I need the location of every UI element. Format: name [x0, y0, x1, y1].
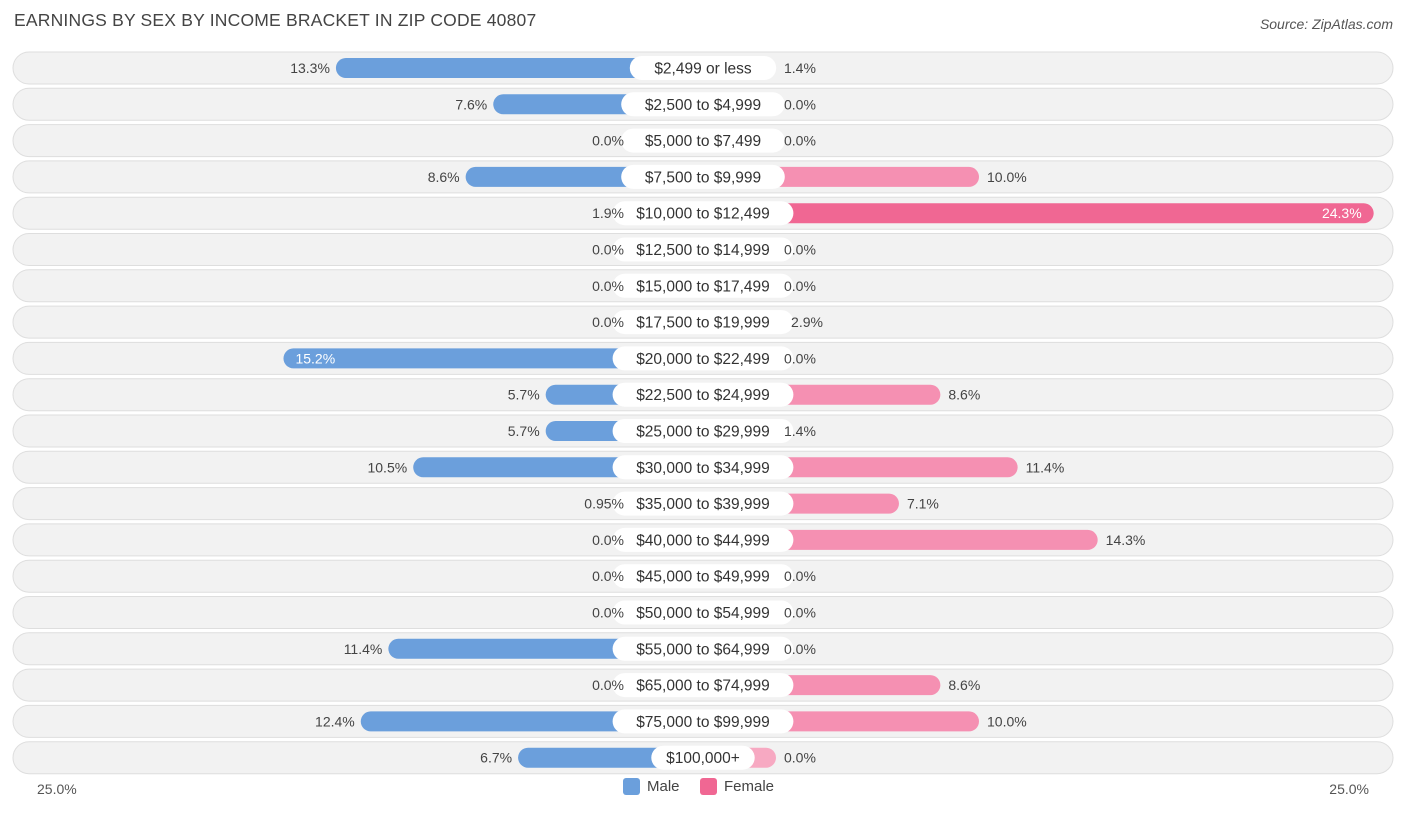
category-pill: [612, 382, 794, 407]
chart-title: EARNINGS BY SEX BY INCOME BRACKET IN ZIP…: [14, 10, 537, 30]
category-pill: [612, 237, 794, 262]
source-note: Source: ZipAtlas.com: [1259, 16, 1393, 32]
category-label: $45,000 to $49,999: [636, 569, 770, 586]
value-label-male: 7.6%: [455, 96, 487, 112]
category-pill: [612, 346, 794, 371]
value-label-female: 7.1%: [907, 496, 939, 512]
category-label: $100,000+: [666, 750, 740, 767]
value-label-male: 0.0%: [592, 242, 624, 258]
category-pill: [621, 92, 785, 117]
value-label-male: 0.95%: [584, 496, 624, 512]
category-pill: [612, 455, 794, 480]
value-label-male: 5.7%: [508, 387, 540, 403]
category-pill: [612, 709, 794, 734]
value-label-female: 0.0%: [784, 568, 816, 584]
value-label-male: 15.2%: [295, 350, 335, 366]
value-label-female: 10.0%: [987, 713, 1027, 729]
value-label-male: 11.4%: [344, 641, 383, 657]
category-pill: [612, 273, 794, 298]
legend-item-male[interactable]: Male: [623, 778, 680, 795]
category-pill: [612, 527, 794, 552]
legend: Male Female: [0, 778, 1406, 800]
value-label-male: 8.6%: [428, 169, 460, 185]
category-label: $15,000 to $17,499: [636, 278, 770, 295]
bar-male: [335, 58, 703, 78]
category-label: $22,500 to $24,999: [636, 387, 770, 404]
category-label: $35,000 to $39,999: [636, 496, 770, 513]
category-pill: [612, 201, 794, 226]
category-label: $10,000 to $12,499: [636, 206, 770, 223]
category-pill: [612, 673, 794, 698]
category-pill: [621, 164, 785, 189]
category-label: $55,000 to $64,999: [636, 641, 770, 658]
value-label-female: 0.0%: [784, 278, 816, 294]
legend-item-female[interactable]: Female: [700, 778, 774, 795]
axis-left-label: 25.0%: [37, 781, 77, 797]
value-label-female: 0.0%: [784, 350, 816, 366]
value-label-female: 0.0%: [784, 605, 816, 621]
value-label-female: 10.0%: [987, 169, 1027, 185]
value-label-female: 0.0%: [784, 750, 816, 766]
bar-female: [703, 529, 1098, 550]
value-label-female: 24.3%: [1322, 205, 1362, 221]
category-label: $30,000 to $34,999: [636, 460, 770, 477]
category-pill: [612, 600, 794, 625]
chart-canvas: $2,499 or less 13.3% 1.4% $2,500 to $4,999 7…: [12, 51, 1394, 775]
category-label: $5,000 to $7,499: [645, 133, 761, 150]
category-pill: [621, 128, 785, 153]
category-label: $25,000 to $29,999: [636, 424, 770, 441]
value-label-male: 12.4%: [315, 713, 355, 729]
value-label-female: 11.4%: [1026, 459, 1065, 475]
category-label: $65,000 to $74,999: [636, 678, 770, 695]
category-label: $75,000 to $99,999: [636, 714, 770, 731]
value-label-female: 1.4%: [784, 60, 816, 76]
value-label-male: 0.0%: [592, 314, 624, 330]
value-label-female: 14.3%: [1106, 532, 1146, 548]
value-label-female: 0.0%: [784, 242, 816, 258]
category-label: $7,500 to $9,999: [645, 169, 761, 186]
value-label-female: 8.6%: [948, 677, 980, 693]
axis-right-label: 25.0%: [1329, 781, 1369, 797]
value-label-male: 6.7%: [480, 750, 512, 766]
category-pill: [629, 56, 777, 80]
category-pill: [612, 419, 794, 443]
legend-label-female: Female: [724, 778, 775, 795]
value-label-male: 10.5%: [367, 459, 407, 475]
category-label: $2,500 to $4,999: [645, 97, 761, 114]
legend-swatch-male: [623, 778, 640, 795]
value-label-male: 0.0%: [592, 133, 624, 149]
bar-female: [703, 203, 1374, 224]
bar-male: [283, 348, 703, 369]
category-label: $2,499 or less: [654, 61, 752, 78]
value-label-female: 1.4%: [784, 423, 816, 439]
value-label-male: 13.3%: [290, 60, 330, 76]
value-label-female: 0.0%: [784, 641, 816, 657]
value-label-female: 8.6%: [948, 387, 980, 403]
category-label: $12,500 to $14,999: [636, 242, 770, 259]
category-label: $50,000 to $54,999: [636, 605, 770, 622]
category-label: $17,500 to $19,999: [636, 315, 770, 332]
category-pill: [612, 564, 794, 589]
legend-label-male: Male: [647, 778, 680, 795]
value-label-male: 0.0%: [592, 568, 624, 584]
value-label-male: 1.9%: [592, 205, 624, 221]
value-label-male: 0.0%: [592, 278, 624, 294]
value-label-female: 0.0%: [784, 96, 816, 112]
category-label: $20,000 to $22,499: [636, 351, 770, 368]
legend-swatch-female: [700, 778, 717, 795]
category-pill: [651, 745, 755, 770]
value-label-male: 0.0%: [592, 605, 624, 621]
value-label-male: 0.0%: [592, 532, 624, 548]
category-pill: [612, 491, 794, 516]
value-label-male: 0.0%: [592, 677, 624, 693]
value-label-female: 2.9%: [791, 314, 823, 330]
category-label: $40,000 to $44,999: [636, 532, 770, 549]
value-label-male: 5.7%: [508, 423, 540, 439]
category-pill: [612, 636, 794, 661]
category-pill: [612, 310, 794, 335]
value-label-female: 0.0%: [784, 133, 816, 149]
